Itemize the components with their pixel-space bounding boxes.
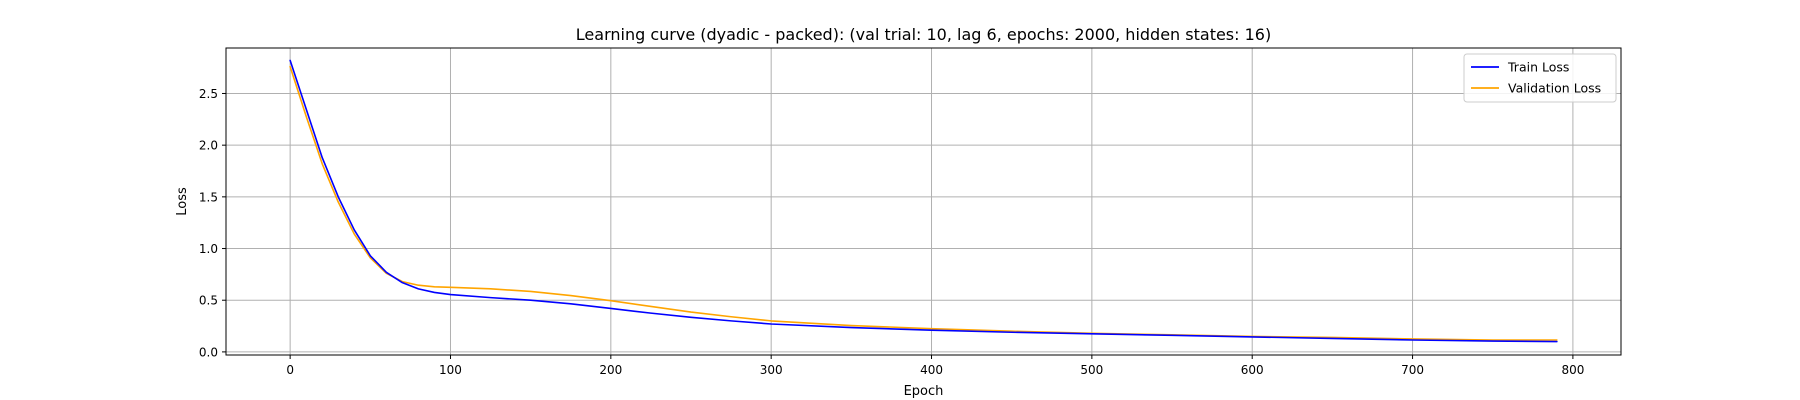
- x-tick-label: 500: [1080, 363, 1103, 377]
- y-tick-label: 0.5: [199, 294, 218, 308]
- series-line-train-loss: [289, 59, 1558, 343]
- x-tick-label: 600: [1241, 363, 1264, 377]
- series-layer: [289, 59, 1558, 343]
- x-tick-label: 400: [920, 363, 943, 377]
- legend-label-validation-loss: Validation Loss: [1508, 81, 1601, 96]
- x-tick-label: 700: [1401, 363, 1424, 377]
- legend: Train Loss Validation Loss: [1463, 53, 1617, 103]
- legend-box: [1463, 53, 1617, 103]
- y-tick-label: 2.0: [199, 139, 218, 153]
- x-tick-label: 100: [439, 363, 462, 377]
- series-line-validation-loss: [289, 65, 1558, 341]
- y-tick-label: 1.0: [199, 242, 218, 256]
- axis-ticks: 0 100 200 300 400 500 600 700 800 0.0 0.5 1.0 1.5 2.0…: [199, 87, 1584, 377]
- y-tick-label: 2.5: [199, 87, 218, 101]
- grid: [226, 48, 1621, 355]
- plot-frame: [225, 47, 1622, 356]
- y-tick-label: 0.0: [199, 345, 218, 359]
- x-axis-label: Epoch: [904, 384, 944, 399]
- y-axis-label: Loss: [175, 187, 190, 216]
- x-tick-label: 300: [760, 363, 783, 377]
- legend-label-train-loss: Train Loss: [1507, 60, 1569, 75]
- chart-title: Learning curve (dyadic - packed): (val t…: [576, 25, 1271, 44]
- x-tick-label: 800: [1561, 363, 1584, 377]
- x-tick-label: 0: [286, 363, 294, 377]
- y-tick-label: 1.5: [199, 190, 218, 204]
- x-tick-label: 200: [599, 363, 622, 377]
